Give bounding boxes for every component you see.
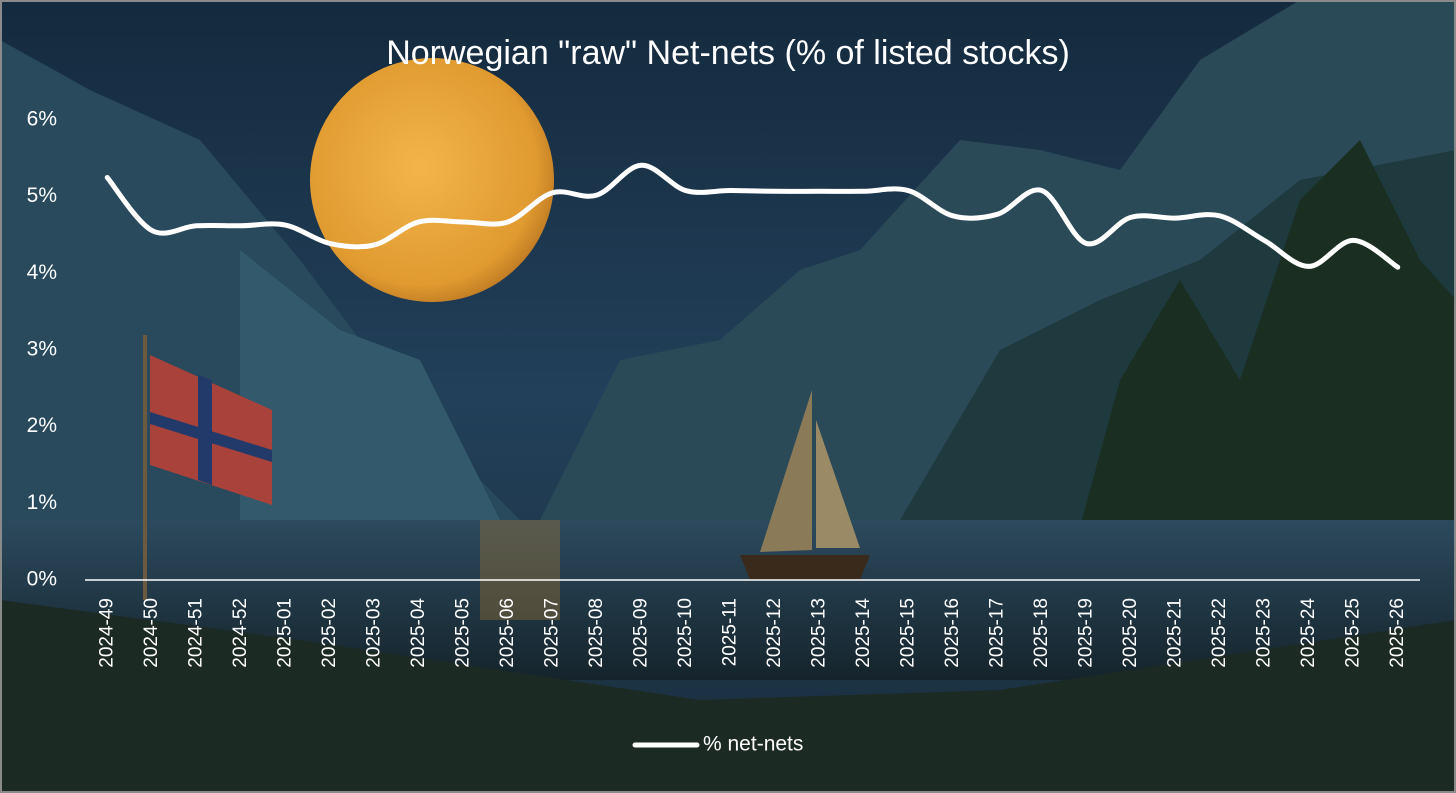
x-tick-label: 2025-15 [897, 598, 918, 668]
x-tick-label: 2025-16 [942, 598, 963, 668]
y-tick-label: 5% [27, 184, 57, 207]
x-tick-label: 2025-05 [452, 598, 473, 668]
y-tick-label: 6% [27, 108, 57, 131]
x-tick-label: 2025-01 [274, 598, 295, 668]
x-tick-label: 2025-23 [1253, 598, 1274, 668]
x-tick-label: 2024-51 [185, 598, 206, 668]
legend-label: % net-nets [703, 733, 803, 756]
x-tick-label: 2025-09 [630, 598, 651, 668]
chart-title: Norwegian "raw" Net-nets (% of listed st… [386, 34, 1070, 72]
data-line [104, 162, 1401, 270]
x-tick-label: 2025-14 [853, 598, 874, 668]
x-tick-label: 2024-49 [96, 598, 117, 668]
x-tick-label: 2025-25 [1342, 598, 1363, 668]
x-tick-label: 2025-12 [764, 598, 785, 668]
x-tick-label: 2024-50 [141, 598, 162, 668]
x-tick-label: 2025-19 [1075, 598, 1096, 668]
x-tick-label: 2025-18 [1031, 598, 1052, 668]
x-tick-label: 2025-10 [675, 598, 696, 668]
x-tick-label: 2025-20 [1120, 598, 1141, 668]
y-tick-label: 1% [27, 491, 57, 514]
x-tick-label: 2025-13 [808, 598, 829, 668]
x-tick-label: 2025-07 [541, 598, 562, 668]
x-tick-label: 2025-24 [1298, 598, 1319, 668]
y-tick-label: 2% [27, 414, 57, 437]
y-tick-label: 0% [27, 568, 57, 591]
x-tick-label: 2024-52 [230, 598, 251, 668]
y-tick-label: 3% [27, 338, 57, 361]
x-tick-label: 2025-21 [1164, 598, 1185, 668]
y-tick-label: 4% [27, 261, 57, 284]
x-tick-label: 2025-22 [1209, 598, 1230, 668]
x-tick-label: 2025-26 [1387, 598, 1408, 668]
x-tick-label: 2025-04 [408, 598, 429, 668]
x-tick-label: 2025-03 [363, 598, 384, 668]
x-tick-label: 2025-06 [497, 598, 518, 668]
x-tick-label: 2025-17 [986, 598, 1007, 668]
x-tick-label: 2025-02 [319, 598, 340, 668]
x-tick-label: 2025-11 [719, 598, 740, 666]
x-tick-label: 2025-08 [586, 598, 607, 668]
